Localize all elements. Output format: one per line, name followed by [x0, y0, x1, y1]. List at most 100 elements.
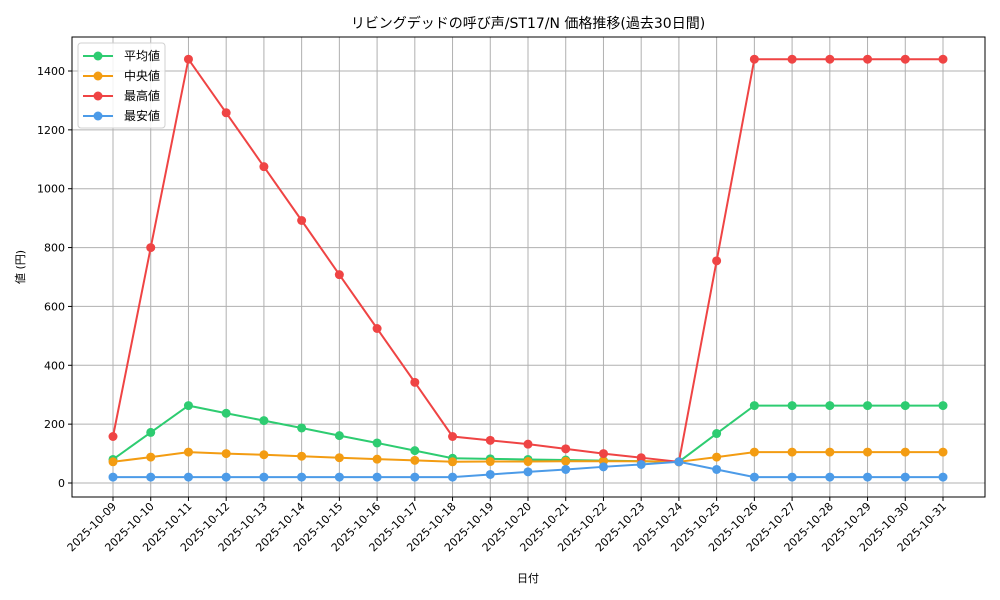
data-point — [749, 401, 759, 411]
data-point — [787, 401, 797, 411]
data-point — [108, 457, 118, 467]
legend-item: 最高値 — [83, 88, 160, 103]
data-point — [410, 472, 420, 482]
data-point — [146, 243, 156, 253]
data-point — [523, 467, 533, 477]
legend-marker-icon — [93, 51, 103, 61]
data-point — [183, 54, 193, 64]
data-point — [372, 454, 382, 464]
data-point — [221, 108, 231, 118]
data-point — [334, 431, 344, 441]
data-point — [863, 472, 873, 482]
data-point — [712, 452, 722, 462]
data-point — [938, 401, 948, 411]
data-point — [372, 438, 382, 448]
data-point — [749, 447, 759, 457]
legend-marker-icon — [93, 111, 103, 121]
y-axis-label: 値 (円) — [14, 250, 27, 284]
data-point — [183, 401, 193, 411]
data-point — [297, 472, 307, 482]
legend-item: 最安値 — [83, 108, 160, 123]
data-point — [448, 457, 458, 467]
data-point — [863, 54, 873, 64]
data-point — [712, 429, 722, 439]
y-tick-label: 1400 — [37, 65, 65, 78]
data-point — [448, 432, 458, 442]
y-tick-label: 1200 — [37, 124, 65, 137]
data-point — [900, 447, 910, 457]
data-point — [221, 449, 231, 459]
data-point — [108, 432, 118, 442]
data-point — [372, 324, 382, 333]
data-point — [297, 423, 307, 433]
series-layer — [108, 54, 948, 482]
y-tick-label: 0 — [58, 477, 65, 490]
data-point — [259, 450, 269, 460]
series-3 — [108, 457, 948, 482]
data-point — [825, 401, 835, 411]
y-tick-label: 400 — [44, 359, 65, 372]
legend-box — [77, 42, 166, 129]
data-point — [221, 472, 231, 482]
y-tick-label: 600 — [44, 300, 65, 313]
legend-label: 最高値 — [124, 88, 160, 103]
legend-marker-icon — [93, 71, 103, 81]
legend-item: 平均値 — [83, 48, 160, 63]
data-point — [146, 452, 156, 462]
data-point — [636, 459, 646, 469]
legend-marker-icon — [93, 91, 103, 101]
data-point — [938, 447, 948, 457]
data-point — [334, 270, 344, 280]
data-point — [598, 462, 608, 472]
data-point — [749, 472, 759, 482]
data-point — [938, 472, 948, 482]
data-point — [787, 472, 797, 482]
data-point — [712, 464, 722, 474]
data-point — [259, 472, 269, 482]
y-tick-label: 200 — [44, 418, 65, 431]
data-point — [146, 472, 156, 482]
data-point — [523, 439, 533, 449]
data-point — [183, 447, 193, 457]
data-point — [523, 457, 533, 467]
data-point — [863, 447, 873, 457]
data-point — [448, 472, 458, 482]
data-point — [108, 472, 118, 482]
data-point — [372, 472, 382, 482]
data-point — [900, 472, 910, 482]
legend-label: 中央値 — [124, 68, 160, 83]
data-point — [636, 453, 646, 463]
data-point — [900, 401, 910, 411]
data-point — [825, 447, 835, 457]
data-point — [674, 457, 684, 467]
data-point — [712, 256, 722, 266]
data-point — [485, 435, 495, 445]
chart-title: リビングデッドの呼び声/ST17/N 価格推移(過去30日間) — [351, 15, 705, 32]
data-point — [598, 449, 608, 459]
data-point — [410, 446, 420, 456]
data-point — [410, 455, 420, 465]
data-point — [787, 54, 797, 64]
data-point — [334, 472, 344, 482]
x-axis-label: 日付 — [517, 572, 539, 585]
data-point — [146, 427, 156, 437]
data-point — [410, 377, 420, 387]
series-2 — [108, 54, 948, 467]
data-point — [561, 456, 571, 466]
data-point — [900, 54, 910, 64]
data-point — [221, 408, 231, 418]
data-point — [561, 444, 571, 454]
data-point — [825, 472, 835, 482]
data-point — [259, 416, 269, 426]
data-point — [561, 464, 571, 474]
grid-lines — [72, 37, 985, 497]
data-point — [825, 54, 835, 64]
legend-label: 最安値 — [124, 108, 160, 123]
y-tick-label: 800 — [44, 242, 65, 255]
data-point — [485, 469, 495, 479]
series-1 — [108, 447, 948, 467]
data-point — [938, 54, 948, 64]
